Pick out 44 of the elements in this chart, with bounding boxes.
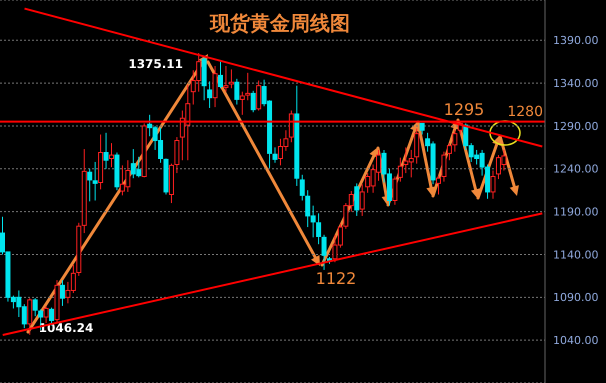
candlestick — [392, 176, 398, 206]
candlestick — [228, 68, 234, 89]
y-tick-label: 1140.00 — [553, 248, 598, 262]
annotation: 1295 — [444, 100, 484, 119]
candlestick — [109, 142, 114, 168]
candlestick — [322, 234, 327, 270]
y-tick-label: 1090.00 — [553, 291, 598, 304]
y-tick-label: 1340.00 — [553, 77, 598, 90]
annotation: 1122 — [316, 269, 356, 288]
candlestick — [256, 80, 262, 112]
candlestick — [212, 65, 218, 108]
y-tick-label: 1040.00 — [553, 334, 598, 348]
candlestick — [234, 78, 240, 106]
y-tick-label: 1290.00 — [553, 120, 598, 133]
candlestick — [60, 280, 65, 306]
candlestick — [87, 168, 92, 202]
y-tick-label: 1390.00 — [553, 34, 598, 48]
candlestick — [44, 305, 49, 324]
candlestick — [240, 91, 245, 116]
candlestick — [27, 298, 32, 336]
candlestick — [420, 122, 425, 136]
candlestick — [207, 80, 212, 108]
candlestick — [92, 161, 98, 201]
candlestick — [218, 61, 223, 89]
candlestick — [354, 182, 360, 216]
candlestick — [316, 212, 322, 245]
y-tick-label: 1240.00 — [553, 162, 598, 176]
y-tick-label: 1190.00 — [553, 206, 598, 219]
annotation: 1280 — [507, 104, 543, 120]
candlestick — [288, 110, 294, 143]
candlestick — [250, 90, 256, 113]
candlestick — [104, 132, 109, 170]
text: 现货黄金周线图 — [209, 11, 350, 35]
annotation: 1375.11 — [128, 57, 183, 71]
candlestick — [398, 157, 403, 182]
candlestick — [441, 151, 446, 182]
candlestick — [436, 175, 441, 195]
candlestick — [174, 136, 180, 174]
candlestick — [490, 170, 496, 200]
candlestick — [360, 184, 365, 216]
candlestick — [245, 72, 250, 101]
candlestick — [32, 298, 38, 317]
candlestick — [223, 65, 228, 92]
candlestick — [414, 128, 420, 164]
